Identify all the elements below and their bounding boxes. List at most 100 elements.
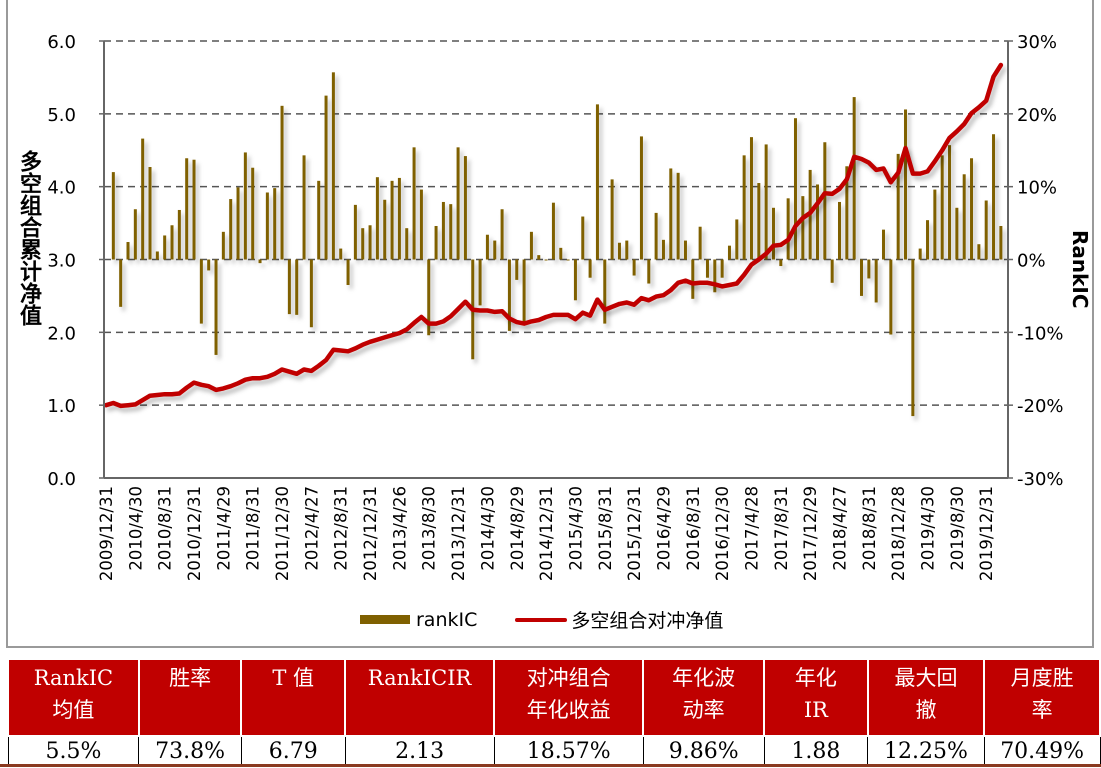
table-value-cell: 18.57% (493, 735, 644, 766)
rankic-bar (412, 147, 416, 260)
y-right-tick-label: -20% (1017, 396, 1064, 417)
rankic-bar (801, 196, 805, 260)
rankic-bar (258, 259, 262, 264)
rankic-bar (771, 207, 775, 260)
rankic-bar (904, 109, 908, 260)
rankic-bar (911, 259, 915, 417)
header-line: IR (803, 698, 828, 722)
y-left-tick-label: 0.0 (47, 469, 76, 490)
rankic-bar (838, 201, 841, 260)
y-right-tick-label: -10% (1017, 323, 1064, 344)
rankic-bar (155, 251, 159, 260)
x-tick-label: 2012/8/31 (332, 486, 351, 571)
rankic-bar (324, 95, 328, 260)
rankic-bar (507, 259, 511, 331)
rankic-bar (441, 201, 445, 260)
rankic-bar (419, 189, 423, 260)
header-line: RankICIR (367, 666, 472, 690)
rankic-bar (302, 155, 306, 260)
table-header-cell: RankICIR (344, 658, 496, 737)
header-line: RankIC (33, 666, 114, 690)
rankic-bar (280, 105, 284, 260)
x-tick-label: 2012/12/31 (361, 486, 380, 581)
rankic-bar (617, 242, 621, 260)
x-tick-label: 2018/4/27 (831, 486, 850, 571)
chart: 0.0 1.0 2.0 3.0 4.0 5.0 6.0 -30% -20% -10% 0% 10% 20… (47, 32, 1064, 581)
legend-bar-swatch (360, 615, 410, 624)
table-header-cell: 最大回撤 (866, 658, 986, 737)
header-line: 率 (1031, 698, 1053, 722)
y-right-tick-label: -30% (1017, 469, 1064, 490)
table-value-cell: 2.13 (344, 735, 495, 766)
rankic-bar (749, 137, 753, 260)
header-line: T 值 (272, 666, 315, 690)
rankic-bar (639, 136, 643, 260)
stats-table: RankIC 均值 胜率 T 值 RankICIR 对冲组合 年化收益 年化波 动率 年化 I… (7, 658, 1101, 766)
x-tick-label: 2018/8/31 (860, 486, 879, 571)
rankic-bar (551, 202, 555, 260)
rankic-bar (515, 259, 519, 280)
header-line: 胜率 (169, 666, 212, 690)
table-row: 5.5% 73.8% 6.79 2.13 18.57% 9.86% 1.88 12.25% 70… (7, 735, 1101, 766)
rankic-bar (669, 168, 673, 260)
rankic-bar (661, 239, 665, 260)
rankic-bar (698, 226, 702, 260)
rankic-bar (427, 259, 431, 336)
rankic-bar (236, 187, 240, 260)
header-line (346, 694, 493, 726)
rankic-bar (926, 220, 930, 260)
rankic-bar (141, 138, 145, 260)
rankic-bar (229, 199, 233, 260)
rankic-bar (126, 242, 130, 260)
rankic-bar (691, 259, 695, 299)
table-value-cell: 1.88 (763, 735, 869, 766)
rankic-bar (390, 180, 394, 260)
rankic-bar (676, 172, 680, 260)
rankic-bar (214, 259, 218, 355)
rankic-bar (346, 259, 350, 285)
table-header-cell: RankIC 均值 (7, 658, 140, 737)
x-tick-label: 2011/12/30 (273, 486, 292, 581)
header-line (242, 694, 344, 726)
header-line: 撤 (915, 698, 937, 722)
rankic-bar (962, 174, 966, 260)
rankic-bar (779, 259, 783, 267)
rankic-bar (500, 209, 504, 260)
rankic-bar (786, 198, 790, 260)
rankic-bar (119, 259, 123, 307)
chart-frame (6, 0, 1094, 648)
rankic-bar (529, 231, 533, 260)
x-tick-label: 2009/12/31 (97, 486, 116, 581)
rankic-bar (889, 259, 893, 335)
rankic-bar (720, 259, 724, 278)
rankic-bar (287, 259, 291, 315)
table-header-cell: 胜率 (137, 658, 243, 737)
x-tick-label: 2017/12/29 (801, 486, 820, 581)
rankic-bar (610, 179, 614, 260)
rankic-bar (625, 240, 629, 260)
rankic-bar (434, 225, 438, 260)
rankic-bar (148, 167, 152, 260)
rankic-bar (867, 259, 871, 279)
rankic-bar (603, 259, 607, 324)
rankic-bar (192, 159, 196, 260)
rankic-bar (221, 231, 225, 260)
x-tick-label: 2013/8/30 (420, 486, 439, 571)
rankic-bar (845, 166, 849, 260)
rankic-bar (177, 209, 181, 260)
rankic-bar (595, 104, 599, 260)
y-right-tick-label: 0% (1017, 251, 1046, 272)
rankic-bar (170, 225, 174, 260)
rankic-bar (397, 177, 401, 260)
rankic-bar (948, 145, 952, 260)
rankic-bar (273, 188, 277, 260)
rankic-bar (713, 259, 717, 293)
rankic-bar (207, 259, 211, 271)
rankic-bar (522, 259, 526, 323)
rankic-bar (830, 259, 834, 283)
rankic-bar (449, 204, 453, 260)
x-tick-label: 2013/4/26 (390, 486, 409, 571)
table-value-cell: 12.25% (867, 735, 985, 766)
rankic-bar (742, 155, 746, 260)
rankic-bar (683, 240, 687, 260)
